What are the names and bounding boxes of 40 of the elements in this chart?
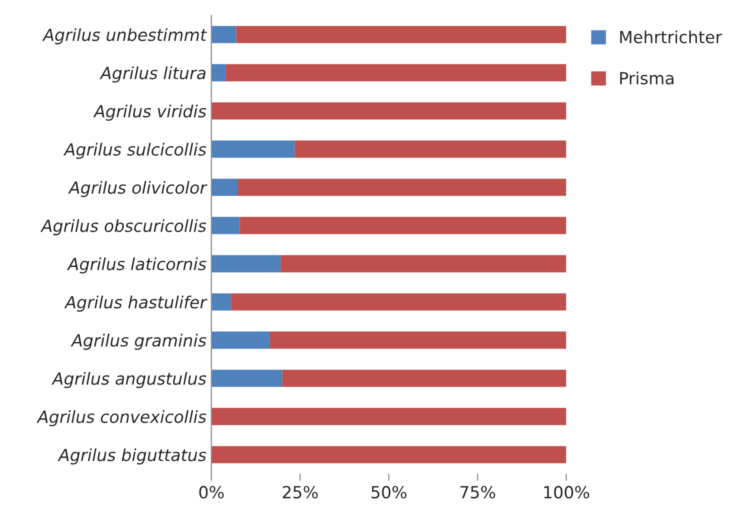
y-tick-label: Agrilus olivicolor (68, 181, 208, 198)
legend-label: Mehrtrichter (620, 30, 722, 44)
bar (270, 332, 566, 349)
y-tick-label: Agrilus biguttatus (58, 448, 206, 464)
x-tick-label: 25% (282, 486, 318, 499)
bar (211, 216, 240, 234)
y-tick-label: Agrilus laticornis (66, 257, 206, 274)
y-tick-label: Agrilus viridis (93, 104, 206, 121)
bar (211, 26, 236, 44)
bar (211, 102, 566, 120)
y-tick-label: Agrilus sulcicollis (63, 142, 206, 159)
bar (211, 408, 566, 426)
x-tick-label: 0% (199, 486, 224, 499)
y-tick-label: Agrilus obscuricollis (40, 219, 206, 236)
bar (282, 370, 566, 387)
y-tick-label: Agrilus angustulus (51, 372, 206, 388)
bar (211, 332, 270, 349)
bar (211, 293, 231, 311)
bar (211, 370, 282, 387)
bar (294, 140, 566, 158)
bar (211, 178, 238, 196)
y-tick-label: Agrilus litura (100, 66, 206, 83)
y-tick-label: Agrilus unbestimmt (42, 28, 208, 44)
bar (238, 178, 566, 196)
bar (211, 255, 281, 272)
bar (230, 293, 566, 311)
legend-label: Prisma (620, 72, 674, 84)
bar (240, 216, 566, 234)
bar (211, 446, 566, 464)
bar (236, 26, 566, 44)
x-tick-label: 100% (544, 486, 590, 499)
x-tick-label: 75% (460, 486, 496, 499)
x-tick-label: 50% (372, 486, 406, 499)
bar (211, 140, 295, 158)
bar (211, 64, 226, 82)
y-tick-label: Agrilus convexicollis (36, 410, 206, 426)
y-tick-label: Agrilus graminis (70, 334, 206, 350)
bar (226, 64, 566, 82)
bar (280, 255, 566, 272)
y-tick-label: Agrilus hastulifer (64, 296, 208, 312)
